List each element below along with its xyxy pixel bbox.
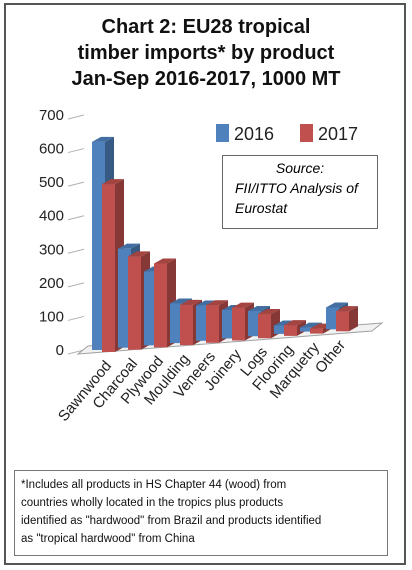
- gridline: [67, 114, 85, 120]
- bar-top: [326, 302, 348, 308]
- footnote-line-4: as "tropical hardwood" from China: [21, 533, 195, 545]
- bar-top: [180, 299, 202, 305]
- y-tick-label: 0: [56, 342, 64, 359]
- gridline: [67, 282, 85, 288]
- bar-front: [310, 328, 323, 334]
- footnote-line-3: identified as "hardwood" from Brazil and…: [21, 515, 322, 527]
- source-line-3: Eurostat: [235, 200, 288, 216]
- bar-front: [118, 248, 131, 348]
- gridline: [67, 248, 85, 254]
- bar-front: [92, 141, 105, 350]
- bar-top: [248, 306, 270, 312]
- y-tick-label: 400: [39, 208, 64, 225]
- gridlines: [67, 114, 85, 355]
- bar-front: [170, 303, 183, 344]
- bar-front: [154, 263, 167, 348]
- bars: [92, 136, 358, 352]
- y-axis-ticks: 0 100 200 300 400 500 600 700: [39, 107, 64, 359]
- bar-front: [326, 307, 339, 330]
- bar-top: [300, 322, 322, 328]
- bar-top: [154, 258, 176, 264]
- gridline: [67, 181, 85, 187]
- bar-top: [118, 243, 140, 249]
- y-tick-label: 200: [39, 275, 64, 292]
- gridline: [67, 349, 85, 355]
- bar-front: [274, 325, 287, 334]
- y-tick-label: 100: [39, 308, 64, 325]
- bar-top: [206, 300, 228, 306]
- gridline: [67, 215, 85, 221]
- bar-front: [336, 311, 349, 332]
- bar-top: [284, 320, 306, 326]
- chart-title-line-3: Jan-Sep 2016-2017, 1000 MT: [71, 68, 341, 90]
- bar-front: [284, 325, 297, 336]
- bar-top: [336, 306, 358, 312]
- chart-title-line-1: Chart 2: EU28 tropical: [101, 16, 311, 38]
- legend-label: 2017: [318, 124, 358, 144]
- source-note: Source: FII/ITTO Analysis of Eurostat: [222, 155, 378, 229]
- legend-swatch: [216, 124, 229, 142]
- y-tick-label: 600: [39, 141, 64, 158]
- legend: 2016 2017: [216, 124, 358, 144]
- chart-frame: [4, 3, 406, 565]
- bar-front: [144, 271, 157, 346]
- source-line-2: FII/ITTO Analysis of: [235, 180, 358, 196]
- bar-front: [128, 256, 141, 350]
- bar-top: [170, 298, 192, 304]
- bar-front: [102, 184, 115, 352]
- y-tick-label: 300: [39, 241, 64, 258]
- y-tick-label: 700: [39, 107, 64, 124]
- bar-2017-other: [336, 306, 358, 332]
- bar-front: [232, 307, 245, 341]
- footnote-line-2: countries wholly located in the tropics …: [21, 497, 284, 509]
- footnote-line-1: *Includes all products in HS Chapter 44 …: [21, 479, 287, 491]
- bar-front: [206, 305, 219, 343]
- source-line-1: Source:: [275, 160, 325, 176]
- bar-front: [196, 305, 209, 341]
- bar-front: [180, 304, 193, 346]
- footnote: *Includes all products in HS Chapter 44 …: [14, 470, 388, 556]
- chart-title-line-2: timber imports* by product: [77, 42, 335, 64]
- bar-top: [232, 302, 254, 308]
- bar-top: [258, 309, 280, 315]
- bar-side: [349, 306, 358, 332]
- bar-top: [102, 179, 124, 185]
- gridline: [67, 315, 85, 321]
- legend-swatch: [300, 124, 313, 142]
- bar-front: [258, 314, 271, 339]
- bar-front: [248, 311, 261, 337]
- bar-front: [222, 309, 235, 339]
- bar-front: [300, 327, 313, 332]
- y-tick-label: 500: [39, 174, 64, 191]
- bar-top: [92, 136, 114, 142]
- gridline: [67, 148, 85, 154]
- chart-title: Chart 2: EU28 tropical timber imports* b…: [0, 14, 412, 92]
- bar-top: [128, 251, 150, 257]
- legend-label: 2016: [234, 124, 274, 144]
